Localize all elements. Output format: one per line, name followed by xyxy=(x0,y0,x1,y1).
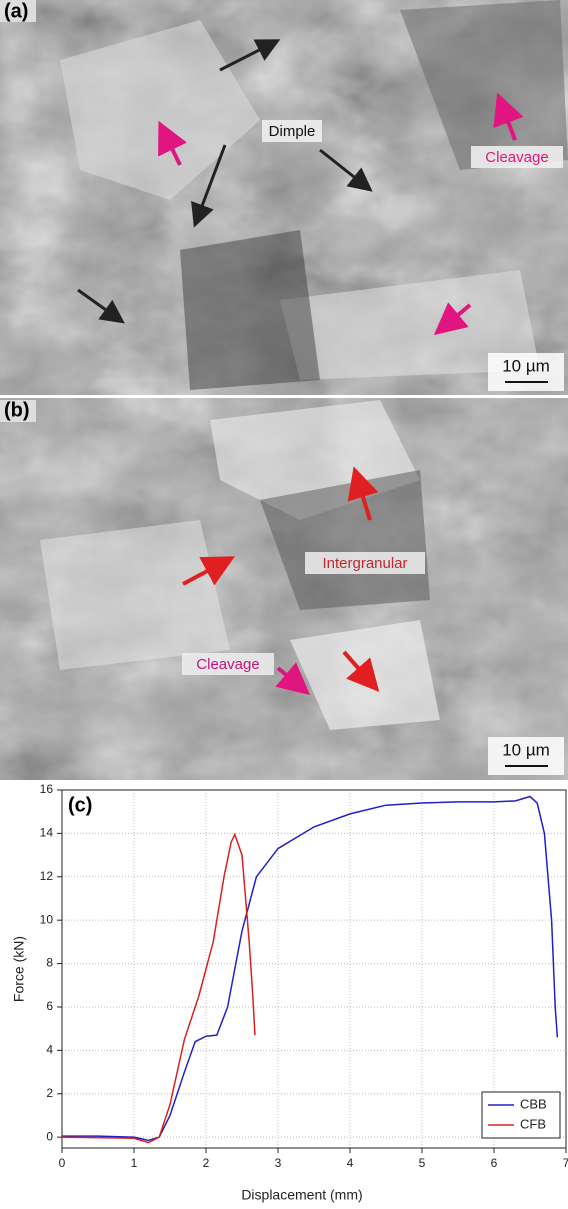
sem-image-a: (a) Dimple Cleavage 10 µm xyxy=(0,0,568,395)
annotation: Dimple xyxy=(269,123,316,140)
panel-label: (b) xyxy=(4,399,30,421)
panel-label: (c) xyxy=(68,794,92,816)
y-tick-label: 12 xyxy=(40,869,54,883)
x-tick-label: 2 xyxy=(203,1156,210,1170)
scale-bar-label: 10 µm xyxy=(502,356,550,375)
scale-bar-label: 10 µm xyxy=(502,740,550,759)
x-axis-label: Displacement (mm) xyxy=(241,1187,362,1203)
y-tick-label: 4 xyxy=(46,1043,53,1057)
x-tick-label: 3 xyxy=(275,1156,282,1170)
y-tick-label: 10 xyxy=(40,912,54,926)
legend-label: CBB xyxy=(520,1096,547,1111)
figure: (a) Dimple Cleavage 10 µm (b) Intergranu… xyxy=(0,0,568,1209)
x-tick-label: 5 xyxy=(419,1156,426,1170)
x-tick-label: 6 xyxy=(491,1156,498,1170)
sem-image-b: (b) Intergranular Cleavage 10 µm xyxy=(0,398,568,780)
annotation: Cleavage xyxy=(485,149,548,166)
legend-label: CFB xyxy=(520,1116,546,1131)
line-series xyxy=(62,797,557,1141)
y-tick-label: 2 xyxy=(46,1086,53,1100)
annotation: Cleavage xyxy=(196,656,259,673)
panel-label: (a) xyxy=(4,0,28,22)
y-tick-label: 6 xyxy=(46,999,53,1013)
y-tick-label: 0 xyxy=(46,1129,53,1143)
x-tick-label: 4 xyxy=(347,1156,354,1170)
x-tick-label: 0 xyxy=(59,1156,66,1170)
y-tick-label: 8 xyxy=(46,956,53,970)
y-axis-label: Force (kN) xyxy=(11,936,27,1002)
x-tick-label: 1 xyxy=(131,1156,138,1170)
x-tick-label: 7 xyxy=(563,1156,568,1170)
annotation: Intergranular xyxy=(322,555,407,572)
line-series xyxy=(62,834,255,1142)
y-tick-label: 16 xyxy=(40,782,54,796)
y-tick-label: 14 xyxy=(40,826,54,840)
